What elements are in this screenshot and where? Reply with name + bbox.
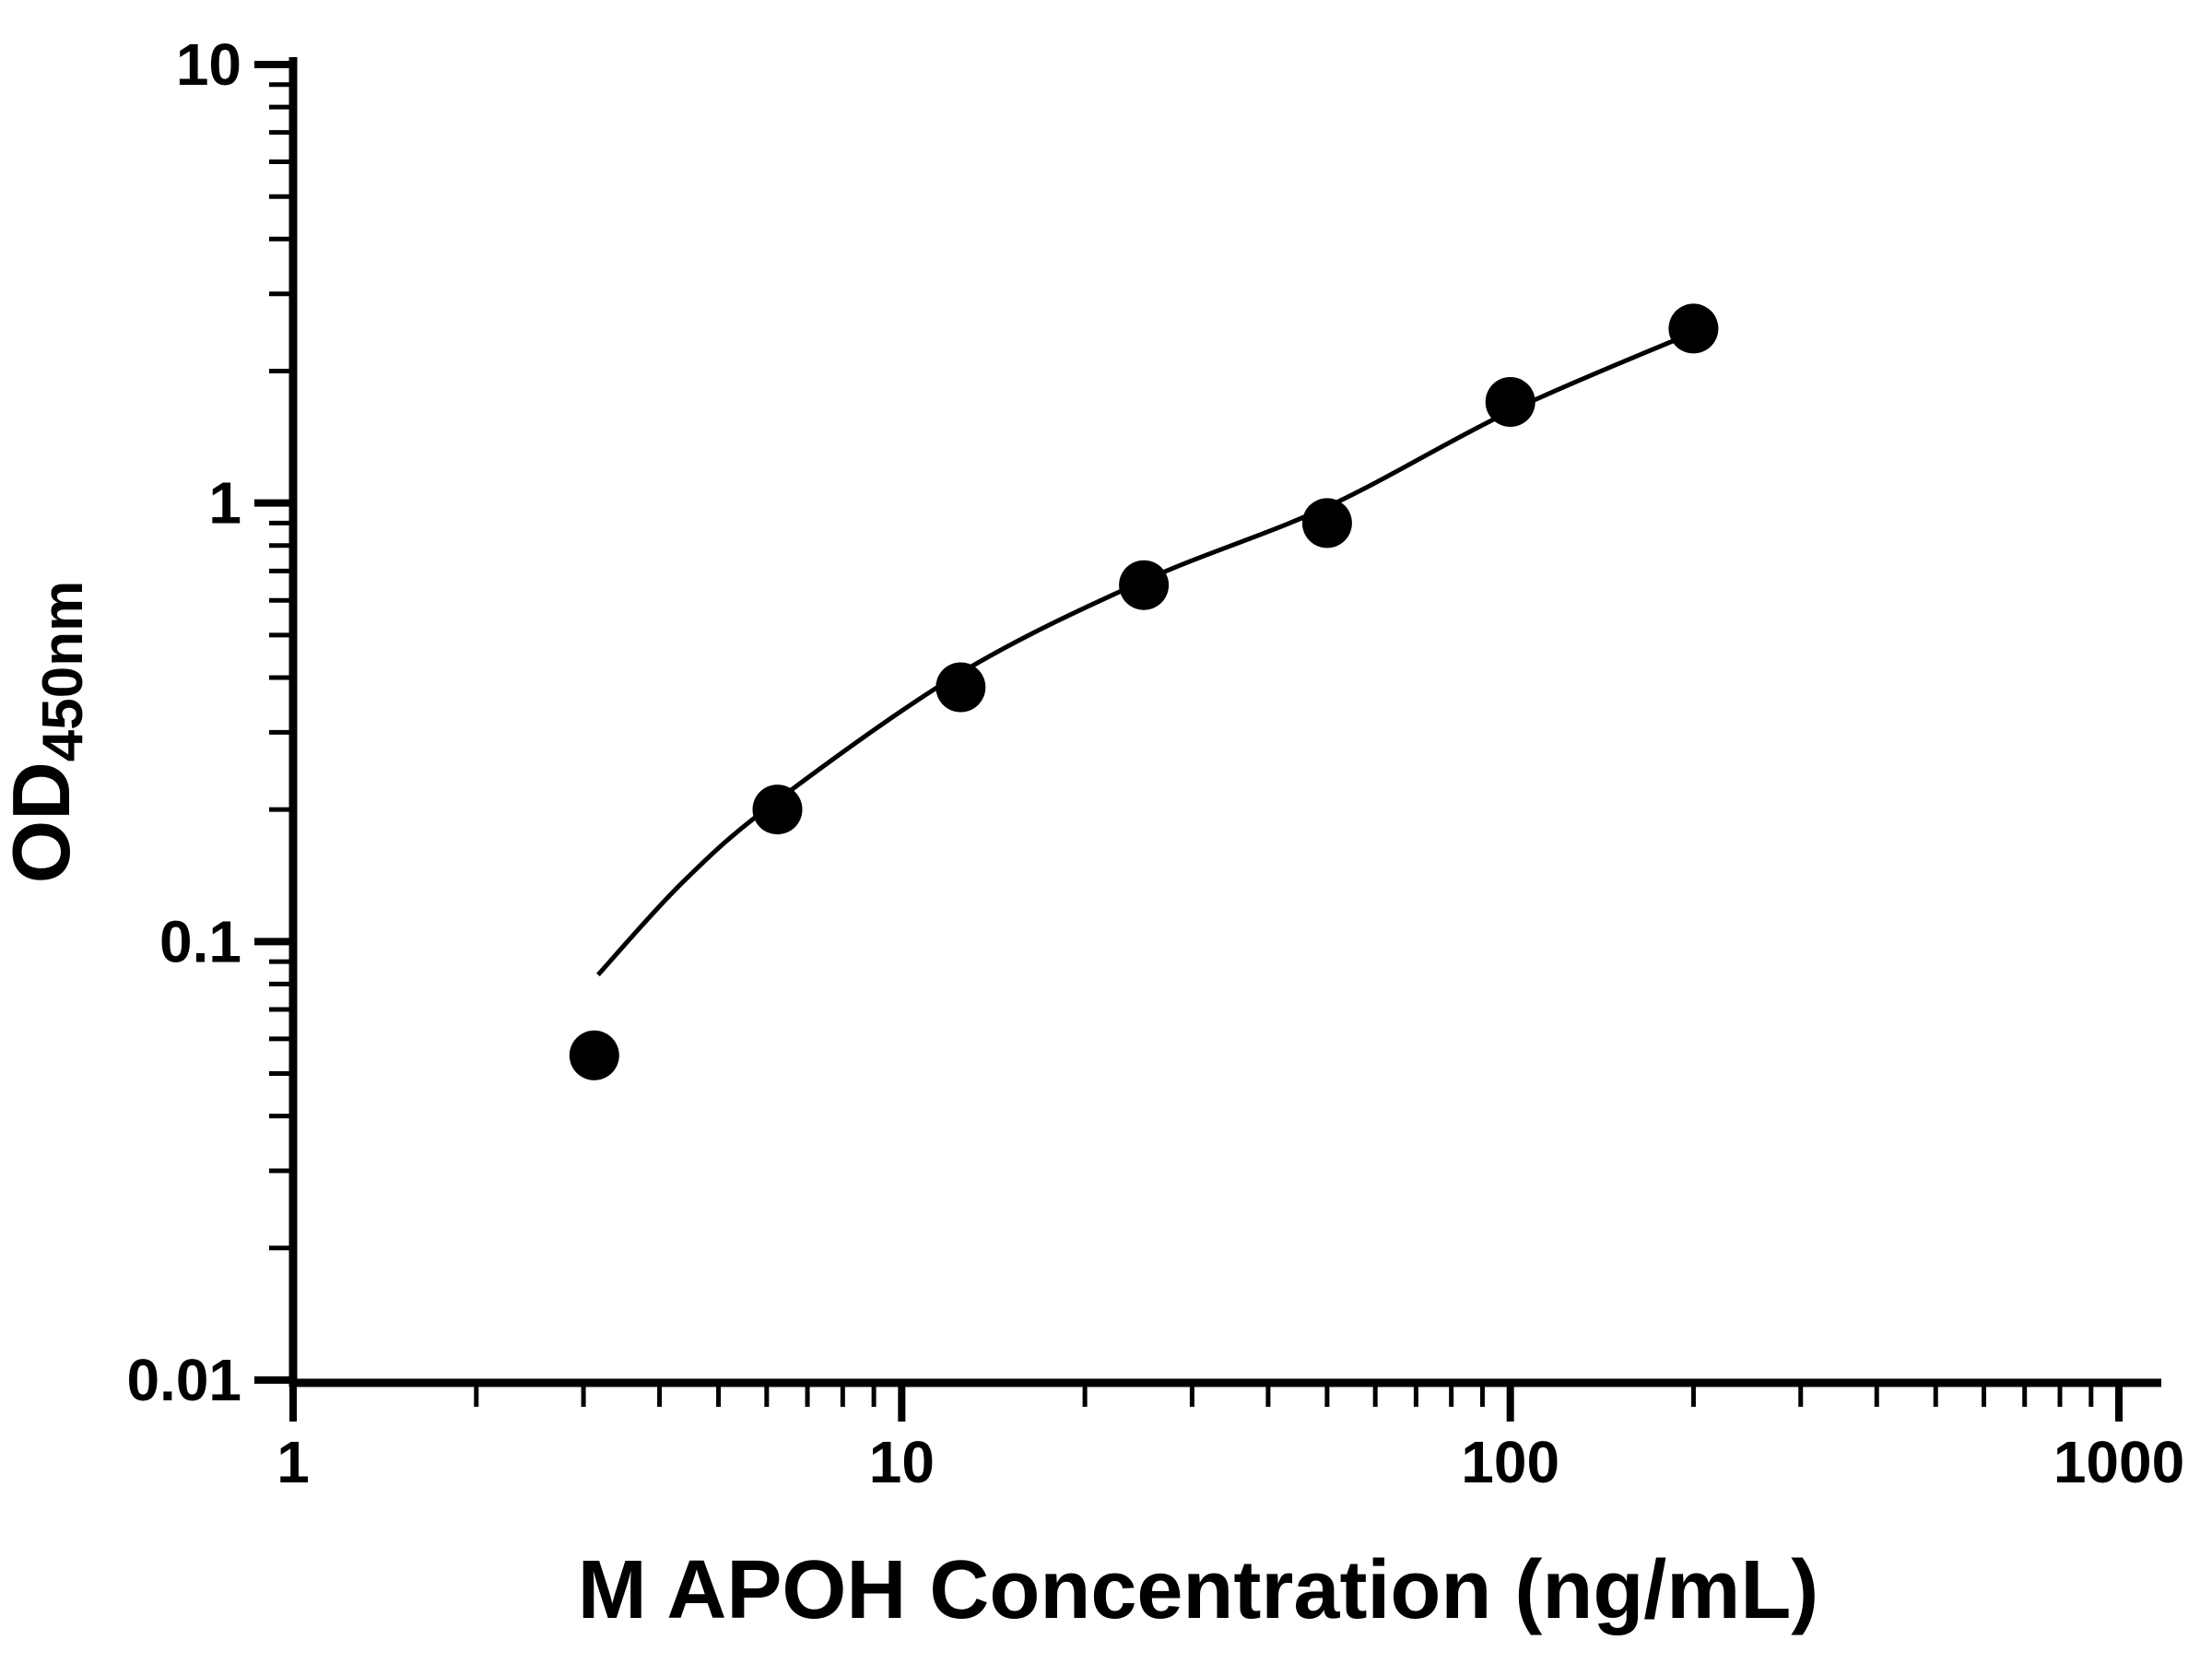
data-point [1119,560,1170,610]
data-point [1485,377,1535,427]
x-tick-label: 10 [869,1429,935,1495]
data-point [1668,303,1719,354]
tick-labels: 1 10 100 1000 0.01 0.1 1 10 [126,31,2184,1495]
y-tick-label: 0.1 [159,908,241,974]
x-tick-label: 1 [276,1429,310,1495]
y-axis-title-subscript: 450nm [31,581,95,761]
fit-curve-layer [596,330,1695,977]
data-point [752,785,803,835]
ticks [254,61,2123,1422]
x-tick-label: 1000 [2053,1429,2184,1495]
y-axis-title: OD450nm [0,581,95,883]
fit-curve [596,330,1695,977]
y-axis-title-main: OD [0,761,87,883]
x-tick-label: 100 [1461,1429,1559,1495]
x-axis-title: M APOH Concentration (ng/mL) [578,1544,1819,1636]
y-tick-label: 1 [208,470,241,537]
data-point [935,662,986,713]
data-point [569,1030,619,1080]
axes [288,57,2161,1387]
y-tick-label: 0.01 [126,1347,241,1413]
y-tick-label: 10 [176,31,241,98]
axis-lines [288,57,2161,1387]
data-point [1301,498,1352,549]
data-points-layer [569,303,1719,1080]
